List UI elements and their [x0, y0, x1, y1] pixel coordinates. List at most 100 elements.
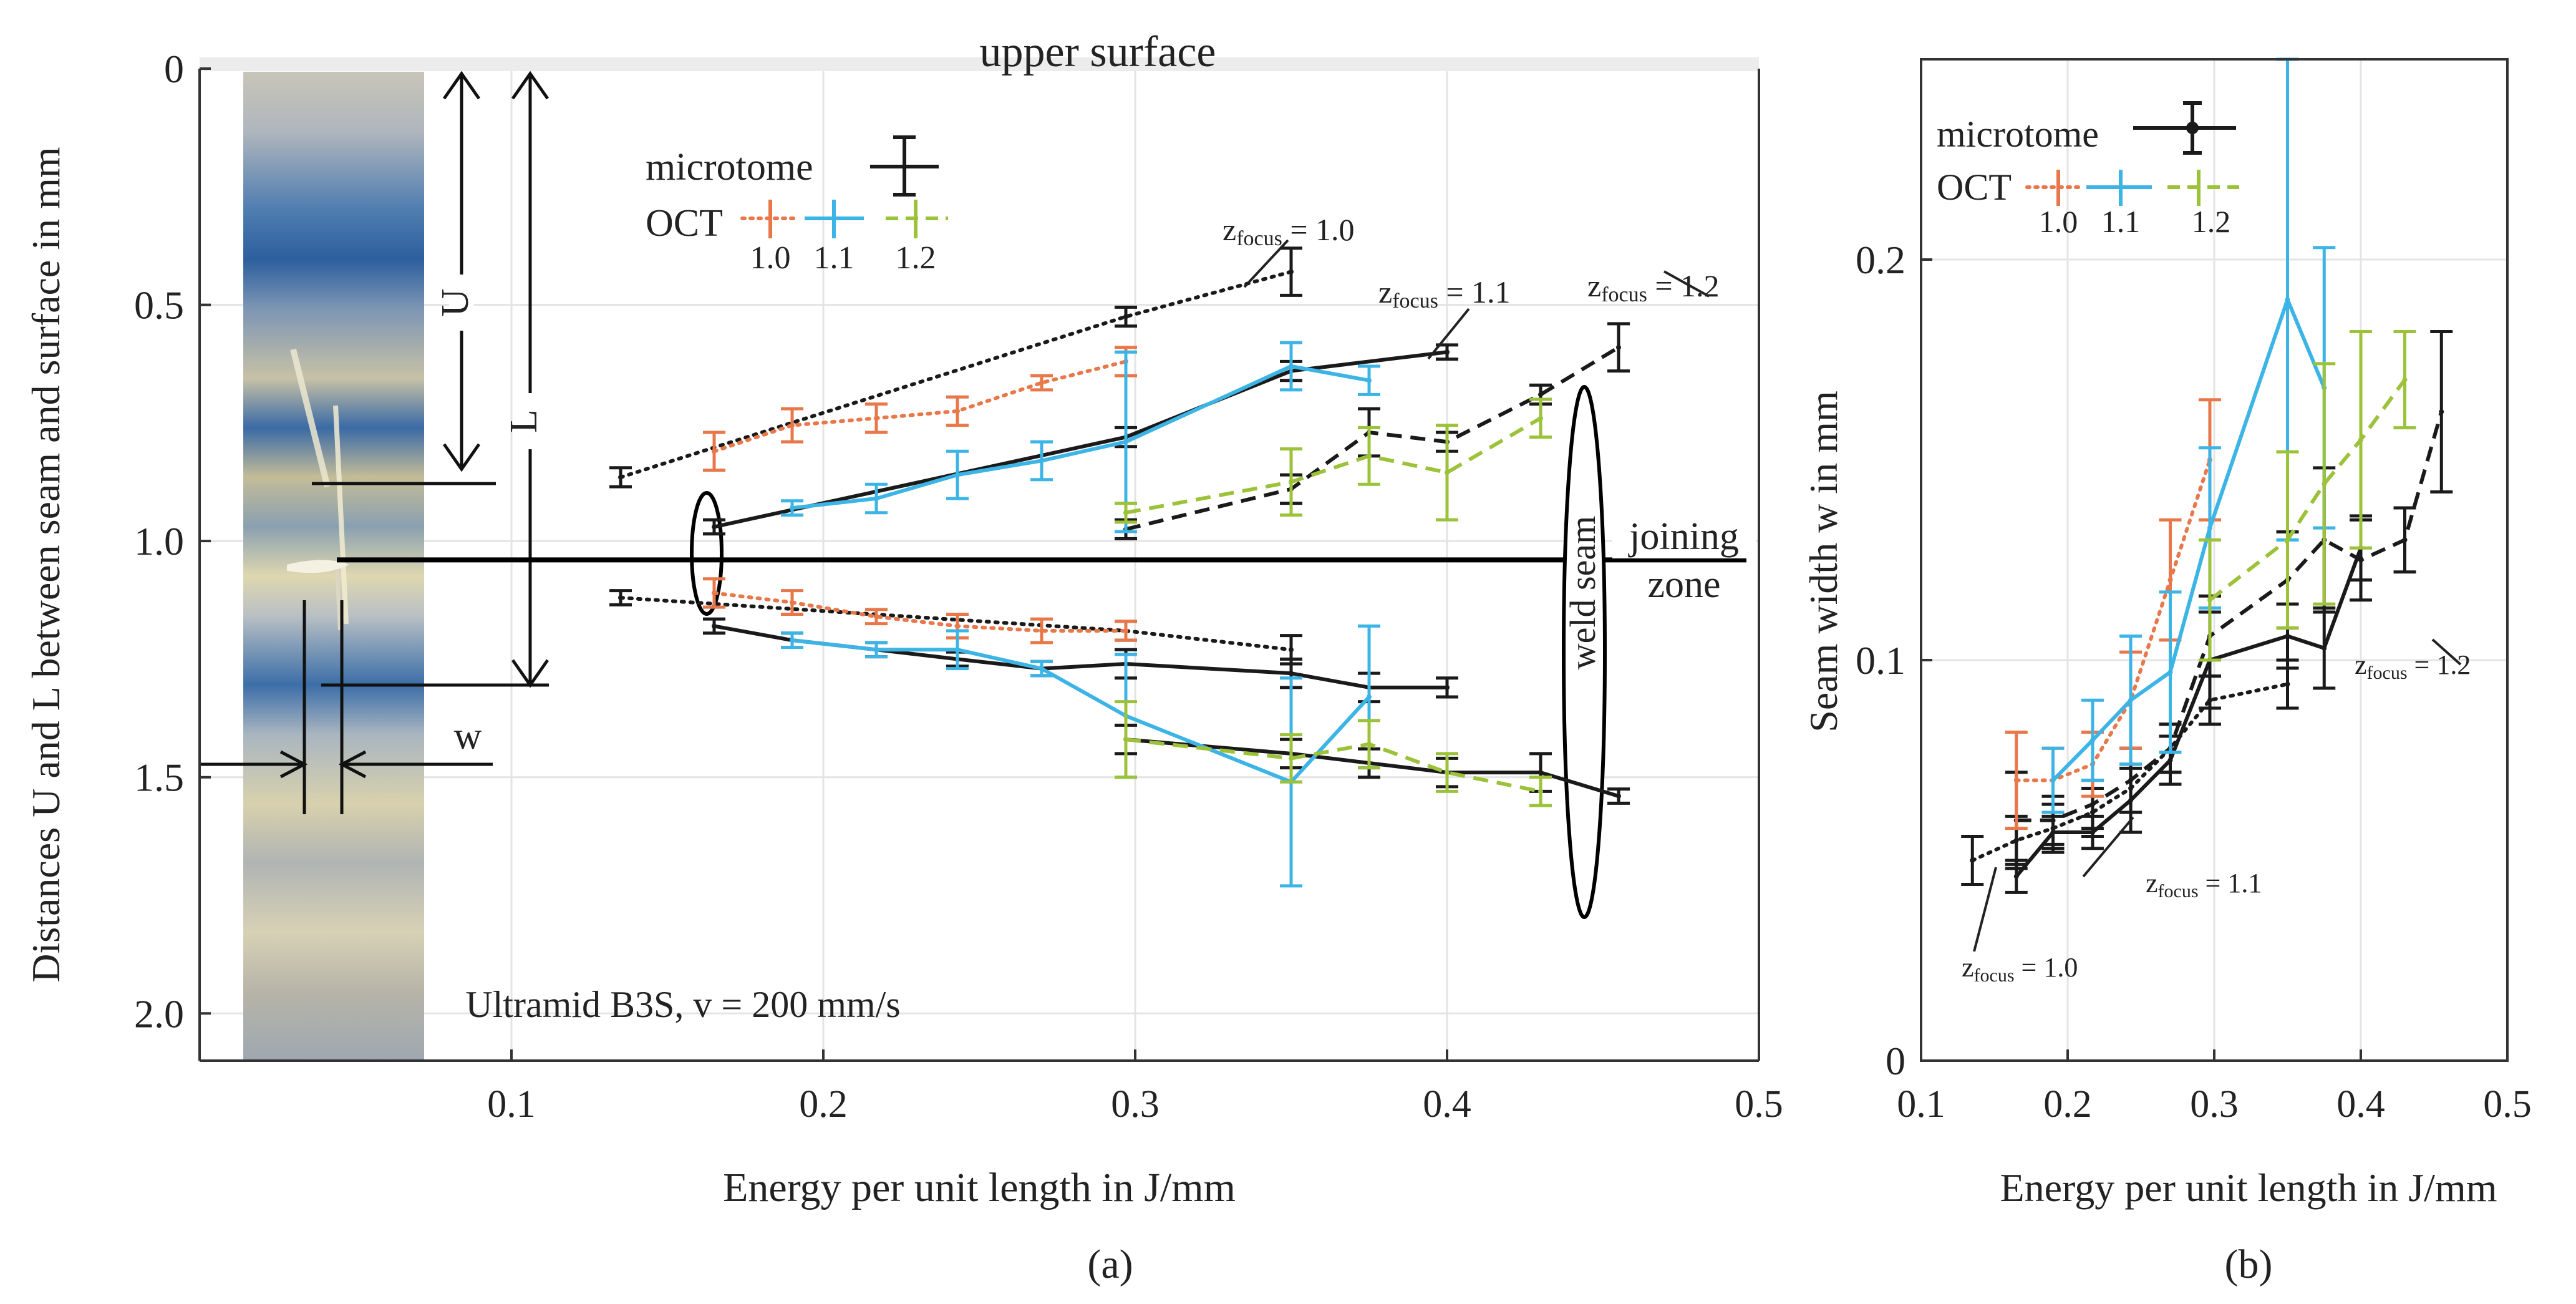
dim-l-label: L	[503, 409, 545, 433]
legend-b-oct: OCT	[1937, 167, 2012, 208]
x-tick-label: 0.4	[1423, 1083, 1471, 1126]
x-tick-label: 0.5	[1735, 1083, 1783, 1126]
legend-b-focus-1.2: 1.2	[2192, 204, 2231, 239]
zfocus-a3-sub: focus	[1601, 283, 1647, 306]
y-tick-label: 1.5	[134, 756, 184, 800]
data-point	[2167, 669, 2173, 675]
legend-b: microtome OCT 1.0 1.1 1.2	[1937, 101, 2239, 239]
y-tick-label: 1.0	[134, 519, 184, 563]
data-point	[1445, 770, 1450, 776]
data-point	[1289, 364, 1294, 369]
data-point	[2322, 645, 2327, 651]
zfocus-a2-prefix: z	[1378, 275, 1392, 309]
data-point	[2439, 409, 2444, 414]
joining-label-1: joining	[1628, 515, 1739, 558]
ticks-a: 0.1 0.2 0.3 0.4 0.5 0 0.5 1.0 1.5 2.0	[134, 47, 1783, 1126]
zfocus-b3-val: = 1.2	[2408, 650, 2471, 680]
weld-seam-label: weld seam	[1562, 516, 1603, 669]
data-point	[1367, 377, 1372, 383]
zfocus-callout-b-1.0: zfocus = 1.0	[1962, 867, 2078, 986]
data-point	[955, 623, 960, 629]
series-line	[712, 591, 1128, 633]
panel-label-a: (a)	[1087, 1242, 1133, 1287]
data-point	[1970, 858, 1975, 863]
y-tick-label: 0.5	[134, 283, 184, 328]
data-point	[2128, 777, 2134, 783]
data-point	[2207, 597, 2212, 603]
data-point	[712, 524, 717, 530]
joining-zone-ellipse	[690, 491, 724, 616]
weld-seam-ellipse	[1562, 385, 1607, 919]
zfocus-a3-prefix: z	[1587, 268, 1601, 303]
x-tick-label: 0.3	[1111, 1083, 1160, 1126]
data-point	[874, 647, 879, 653]
zfocus-callout-a-1.2: zfocus = 1.2	[1587, 268, 1720, 306]
y-axis-title-b: Seam width w in mm	[1801, 391, 1846, 732]
x-tick-label: 0.5	[2483, 1083, 2532, 1126]
data-point	[1445, 684, 1450, 690]
data-point	[1367, 694, 1372, 699]
series-9	[703, 577, 1137, 645]
joining-label-2: zone	[1647, 563, 1720, 606]
zfocus-callout-a-1.0: zfocus = 1.0	[1223, 212, 1355, 288]
data-point	[2285, 633, 2290, 639]
data-point	[955, 647, 960, 653]
data-point	[2285, 297, 2290, 303]
data-point	[2050, 817, 2056, 823]
zfocus-b3-sub: focus	[2367, 663, 2408, 683]
data-point	[1289, 647, 1294, 653]
data-point	[2285, 537, 2290, 543]
panel-a: upper surface U L	[24, 28, 1783, 1287]
upper-surface-band	[200, 57, 1759, 71]
data-point	[790, 422, 795, 428]
series-line	[1125, 346, 1620, 532]
series-4	[781, 341, 1380, 533]
data-point	[874, 496, 879, 501]
zfocus-a2-val: = 1.1	[1438, 275, 1511, 309]
data-point	[1039, 628, 1044, 633]
data-point	[2089, 737, 2095, 743]
panel-label-b: (b)	[2225, 1242, 2273, 1287]
data-point	[2358, 557, 2363, 563]
x-tick-label: 0.1	[1897, 1083, 1945, 1126]
y-tick-label: 0.1	[1856, 638, 1905, 683]
zfocus-a3-val: = 1.2	[1647, 268, 1720, 303]
legend-a-microtome: microtome	[646, 146, 813, 188]
legend-b-focus-1.0: 1.0	[2039, 204, 2078, 239]
data-point	[1538, 416, 1543, 421]
zfocus-b2-prefix: z	[2146, 868, 2158, 898]
data-point	[1367, 741, 1372, 747]
legend-a-focus-1.2: 1.2	[896, 240, 936, 276]
dim-l-label-bg	[518, 393, 543, 449]
data-point	[2089, 830, 2095, 835]
y-tick-label: 2.0	[134, 991, 184, 1036]
dimension-annotations	[201, 71, 550, 814]
svg-text:zfocus = 1.0: zfocus = 1.0	[1962, 952, 2078, 986]
data-point	[712, 449, 717, 454]
legend-a-oct: OCT	[646, 202, 723, 245]
dim-w-label: w	[454, 715, 482, 757]
x-axis-title-b: Energy per unit length in J/mm	[2000, 1165, 2497, 1210]
ticks-b: 0.1 0.2 0.3 0.4 0.500.10.2	[1856, 238, 2532, 1126]
data-point	[712, 590, 717, 596]
svg-text:zfocus = 1.1: zfocus = 1.1	[1378, 275, 1511, 313]
data-point	[1616, 344, 1621, 350]
svg-text:zfocus = 1.2: zfocus = 1.2	[2355, 650, 2471, 683]
zfocus-b2-sub: focus	[2158, 881, 2199, 902]
data-point	[2322, 481, 2327, 487]
series-line	[2209, 378, 2406, 602]
data-point	[1289, 479, 1294, 485]
data-point	[1123, 314, 1128, 319]
zfocus-a1-sub: focus	[1236, 227, 1282, 250]
series-4	[2041, 57, 2336, 814]
data-point	[2013, 777, 2019, 783]
data-point	[2050, 777, 2056, 783]
data-point	[2167, 577, 2173, 583]
material-annotation: Ultramid B3S, v = 200 mm/s	[465, 984, 900, 1025]
y-tick-label: 0.2	[1856, 238, 1905, 282]
dim-u-label-bg	[449, 275, 474, 331]
data-point	[955, 408, 960, 414]
data-point	[1289, 756, 1294, 761]
data-point	[2285, 681, 2290, 687]
data-point	[2128, 698, 2134, 703]
